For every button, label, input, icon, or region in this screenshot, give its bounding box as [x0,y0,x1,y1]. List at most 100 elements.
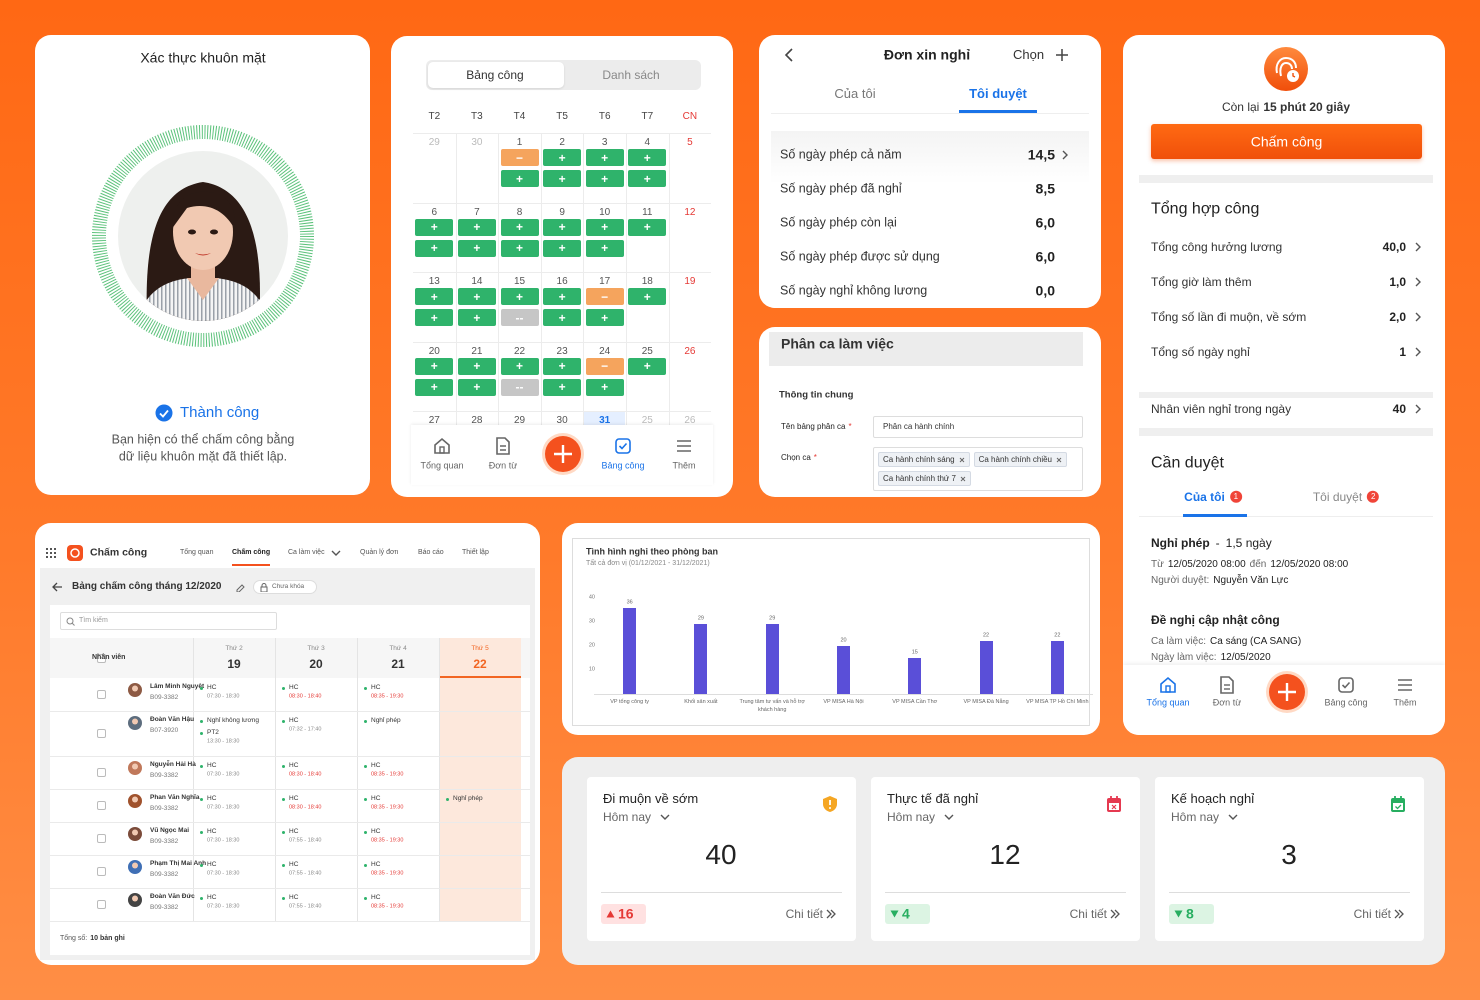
slot[interactable]: − [585,357,624,375]
tag-remove[interactable] [959,457,965,463]
detail-link[interactable]: Chi tiết [1353,906,1391,921]
nav-label[interactable]: Thêm [1393,697,1417,708]
slot[interactable]: + [457,288,496,305]
detail-link[interactable]: Chi tiết [1069,906,1107,921]
nav-icon[interactable] [1217,675,1237,695]
slot[interactable]: + [585,239,624,257]
slot[interactable]: -- [500,378,539,396]
checkbox[interactable] [96,867,106,876]
slot[interactable]: + [543,309,582,326]
nav-label[interactable]: Tổng quan [420,460,464,471]
approval-tab[interactable]: Của tôi 1 [1184,490,1242,504]
check-in-button[interactable]: Chấm công [1151,124,1422,159]
tab-active[interactable] [428,62,564,88]
checkbox[interactable] [96,729,106,738]
slot[interactable]: + [500,357,539,375]
slot[interactable]: + [543,218,582,236]
tag-remove[interactable] [1056,457,1062,463]
slot[interactable]: + [457,218,496,236]
slot[interactable]: + [415,357,454,375]
slot[interactable]: + [500,288,539,305]
nav-icon[interactable] [493,436,513,456]
slot[interactable]: + [415,288,454,305]
nav-label[interactable]: Thêm [672,460,696,471]
nav-icon[interactable] [1336,675,1356,695]
text-input[interactable] [873,416,1083,438]
slot[interactable]: + [628,218,667,236]
slot[interactable]: + [415,218,454,236]
slot[interactable]: + [543,357,582,375]
menu-item[interactable]: Ca làm việc [288,548,325,556]
menu-item[interactable]: Thiết lập [462,548,489,556]
menu-item[interactable]: Tổng quan [180,548,214,556]
nav-label[interactable]: Đơn từ [1212,697,1242,708]
menu-item[interactable]: Chấm công [232,548,271,556]
tag-input[interactable]: Ca hành chính sáng Ca hành chính chiều Ca … [873,447,1083,491]
stat-period[interactable]: Hôm nay [1171,809,1220,824]
slot[interactable]: + [457,309,496,326]
slot[interactable]: + [628,149,667,166]
nav-label[interactable]: Bảng công [1324,697,1368,708]
row-label: Số ngày nghỉ không lương [780,283,928,298]
add-button[interactable] [1265,670,1309,714]
tab[interactable]: Tôi duyệt [969,86,1027,102]
nav-icon[interactable] [1395,675,1415,695]
slot[interactable]: + [585,149,624,166]
back[interactable] [51,582,63,592]
slot[interactable]: + [415,239,454,257]
nav-label[interactable]: Bảng công [601,460,645,471]
nav-icon[interactable] [674,436,694,456]
tab-label[interactable]: Danh sách [602,67,660,82]
slot[interactable]: + [585,218,624,236]
detail-link[interactable]: Chi tiết [785,906,823,921]
slot[interactable]: + [500,170,539,187]
slot[interactable]: + [500,218,539,236]
slot[interactable]: + [457,378,496,396]
slot[interactable]: + [415,309,454,326]
slot[interactable]: + [543,170,582,187]
checkbox[interactable] [96,653,106,663]
nav-icon[interactable] [1158,675,1178,695]
slot[interactable]: − [585,288,624,305]
action[interactable]: Chọn [1013,47,1045,63]
checkbox[interactable] [96,768,106,777]
slot[interactable]: + [543,378,582,396]
slot[interactable]: + [585,309,624,326]
slot[interactable]: + [500,239,539,257]
slot[interactable]: + [585,378,624,396]
slot[interactable]: + [415,378,454,396]
search-box[interactable] [60,612,277,630]
back[interactable] [784,48,794,62]
tag-remove[interactable] [960,476,966,482]
slot[interactable]: + [457,239,496,257]
slot[interactable]: + [543,149,582,166]
approval-tab[interactable]: Tôi duyệt 2 [1313,490,1380,504]
nav-label[interactable]: Tổng quan [1146,697,1190,708]
add[interactable] [1055,48,1069,62]
slot[interactable]: + [628,170,667,187]
tab[interactable]: Của tôi [834,86,876,102]
add-button[interactable] [541,432,585,476]
slot[interactable]: − [500,149,539,166]
stat-period[interactable]: Hôm nay [887,809,936,824]
nav-icon[interactable] [432,436,452,456]
menu-item[interactable]: Quản lý đơn [360,548,399,556]
checkbox[interactable] [96,801,106,810]
nav-icon[interactable] [613,436,633,456]
nav-label[interactable]: Đơn từ [488,460,518,471]
slot[interactable]: + [628,288,667,305]
status-dot [364,863,367,867]
slot[interactable]: + [543,288,582,305]
slot[interactable]: + [585,170,624,187]
checkbox[interactable] [96,900,106,909]
checkbox[interactable] [96,834,106,843]
slot[interactable]: -- [500,309,539,326]
menu-item[interactable]: Báo cáo [418,548,444,556]
checkbox[interactable] [96,690,106,699]
tab-label[interactable]: Bảng công [466,67,524,82]
slot[interactable]: + [628,357,667,375]
slot[interactable]: + [543,239,582,257]
stat-period[interactable]: Hôm nay [603,809,652,824]
slot[interactable]: + [457,357,496,375]
col-line [439,638,440,921]
